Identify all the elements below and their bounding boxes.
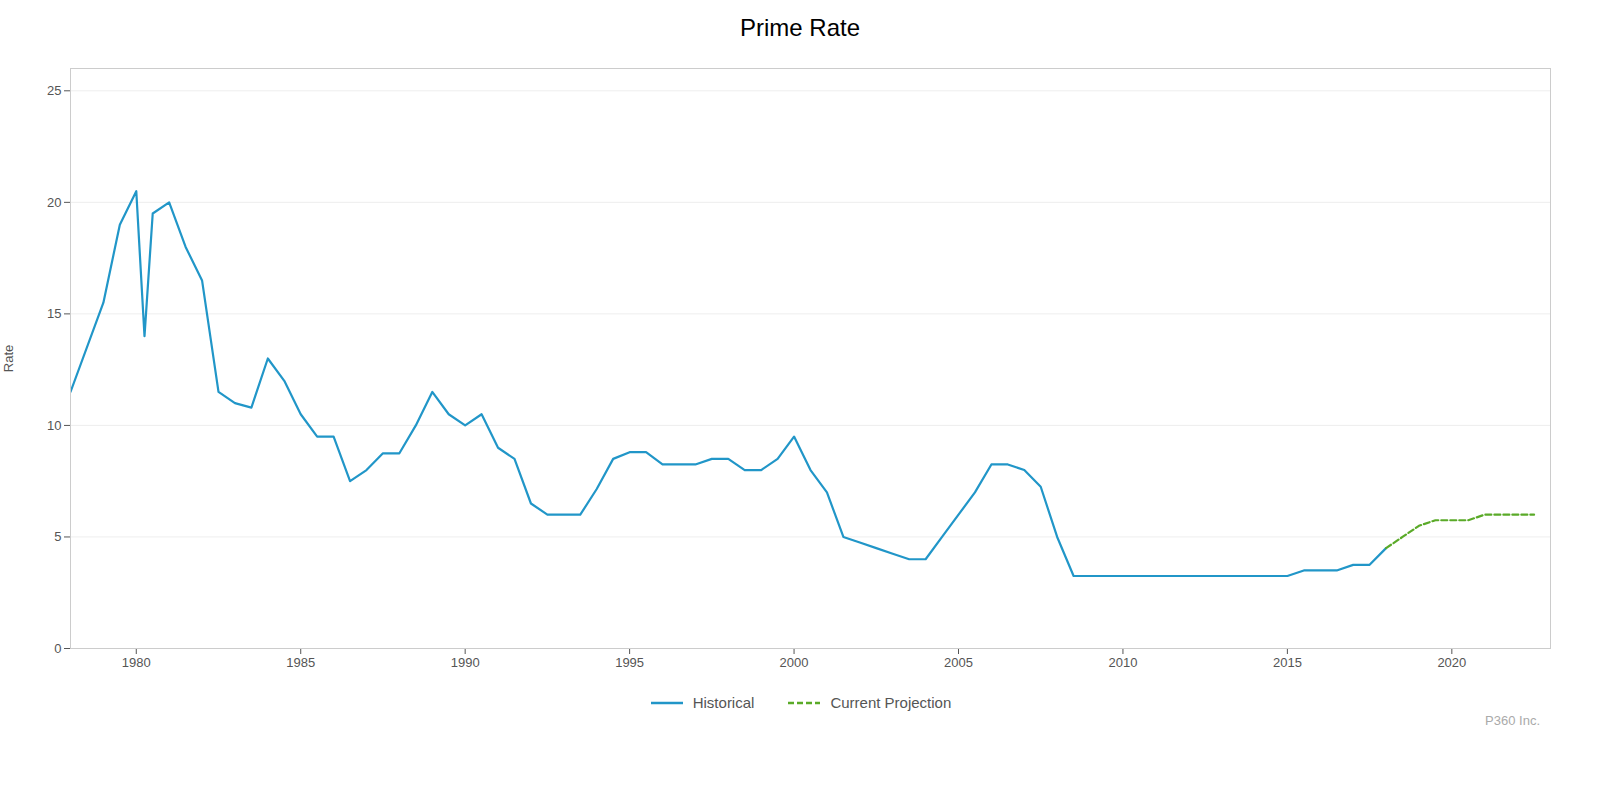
html-text:P360 Inc.: P360 Inc. [1485, 713, 1540, 728]
svg-text:1995: 1995 [615, 655, 644, 670]
svg-text:1990: 1990 [451, 655, 480, 670]
svg-text:15: 15 [47, 306, 61, 321]
svg-text:2005: 2005 [944, 655, 973, 670]
svg-text:1980: 1980 [122, 655, 151, 670]
svg-text:Rate: Rate [1, 345, 16, 372]
svg-text:2010: 2010 [1108, 655, 1137, 670]
svg-text:20: 20 [47, 195, 61, 210]
svg-text:2000: 2000 [780, 655, 809, 670]
html-text:Prime Rate: Prime Rate [740, 14, 860, 41]
svg-text:1985: 1985 [286, 655, 315, 670]
html-text:Historical: Historical [692, 694, 755, 711]
svg-text:0: 0 [54, 641, 61, 656]
html-text:Current Projection: Current Projection [830, 694, 952, 711]
svg-text:2015: 2015 [1273, 655, 1302, 670]
svg-text:2020: 2020 [1437, 655, 1466, 670]
svg-text:25: 25 [47, 83, 61, 98]
svg-text:5: 5 [54, 529, 61, 544]
svg-text:10: 10 [47, 418, 61, 433]
